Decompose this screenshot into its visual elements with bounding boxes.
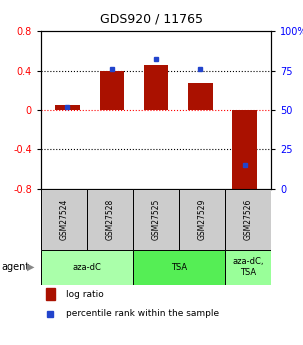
Text: percentile rank within the sample: percentile rank within the sample [66,309,219,318]
Text: TSA: TSA [171,263,187,272]
Bar [87,189,133,250]
Bar [133,250,225,285]
Text: aza-dC: aza-dC [72,263,102,272]
Text: GSM27526: GSM27526 [244,199,253,240]
Bar [41,189,87,250]
Text: GDS920 / 11765: GDS920 / 11765 [100,12,203,25]
Text: aza-dC,
TSA: aza-dC, TSA [232,257,264,277]
Text: GSM27524: GSM27524 [59,199,68,240]
Bar [133,189,179,250]
Bar [232,110,257,194]
Bar [188,83,212,110]
Bar [144,65,168,110]
Text: GSM27529: GSM27529 [198,199,207,240]
Bar [225,250,271,285]
Text: GSM27525: GSM27525 [152,199,161,240]
Text: GSM27528: GSM27528 [105,199,115,240]
Bar [100,70,124,110]
Bar [179,189,225,250]
Bar [45,288,55,300]
Text: ▶: ▶ [27,262,34,272]
Text: agent: agent [2,262,30,272]
Bar [225,189,271,250]
Bar [55,105,80,110]
Bar [41,250,133,285]
Text: log ratio: log ratio [66,289,104,298]
